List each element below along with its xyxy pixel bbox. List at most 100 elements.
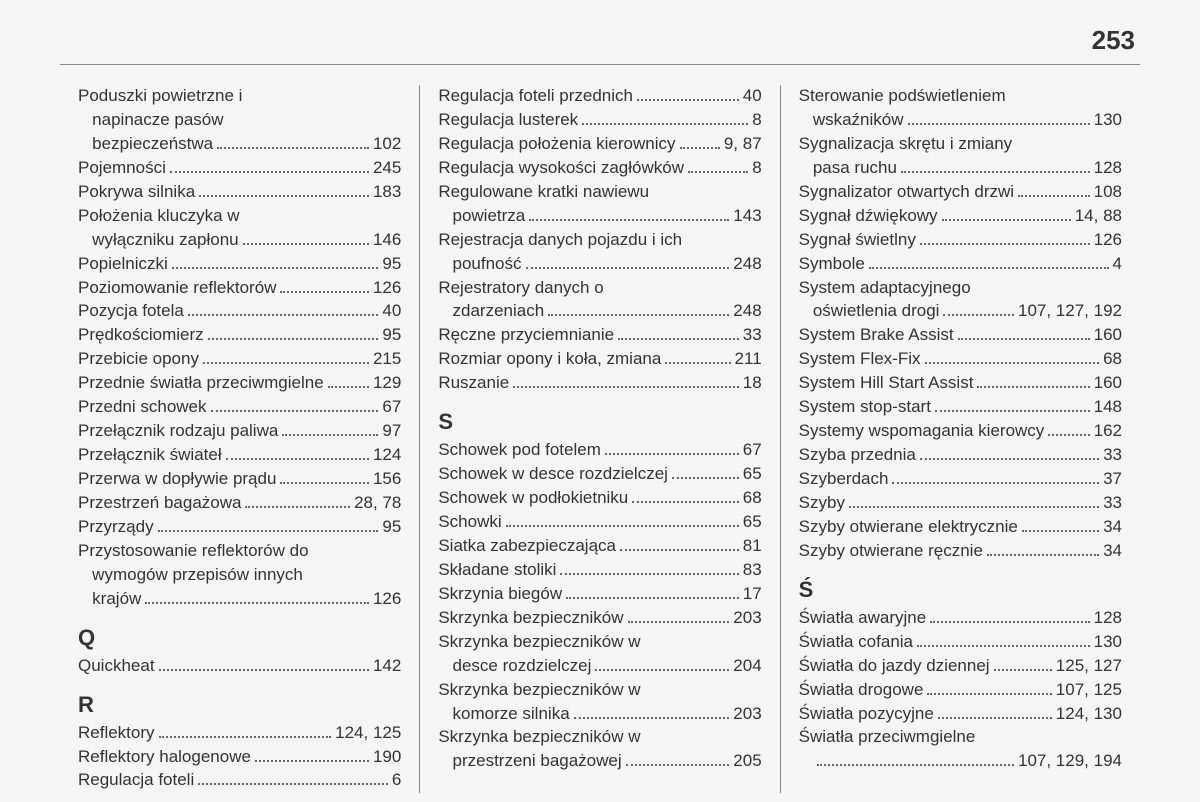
index-entry-label: Reflektory	[78, 722, 155, 745]
index-entry-page: 205	[733, 750, 761, 773]
leader-dots	[942, 219, 1071, 221]
index-entry: Przestrzeń bagażowa28, 78	[78, 492, 401, 515]
index-entry-page: 34	[1103, 540, 1122, 563]
index-entry-page: 40	[382, 300, 401, 323]
index-entry-label: Siatka zabezpieczająca	[438, 535, 616, 558]
index-entry-label: Regulacja położenia kierownicy	[438, 133, 675, 156]
page-number: 253	[60, 25, 1140, 56]
index-entry: Systemy wspomagania kierowcy162	[799, 420, 1122, 443]
index-entry-label: Rozmiar opony i koła, zmiana	[438, 348, 661, 371]
index-entry: Położenia kluczyka w	[78, 205, 401, 228]
index-entry: Regulacja foteli przednich40	[438, 85, 761, 108]
index-entry-label: Sygnał świetlny	[799, 229, 916, 252]
index-column: Poduszki powietrzne i napinacze pasów be…	[60, 85, 419, 793]
index-entry-page: 107, 125	[1056, 679, 1122, 702]
index-entry: System stop-start148	[799, 396, 1122, 419]
leader-dots	[159, 736, 332, 738]
index-entry-label: krajów	[78, 588, 141, 611]
index-entry-continuation: przestrzeni bagażowej205	[438, 750, 761, 773]
leader-dots	[595, 669, 729, 671]
leader-dots	[243, 243, 369, 245]
index-entry-page: 65	[743, 511, 762, 534]
leader-dots	[159, 669, 369, 671]
index-entry-page: 128	[1094, 607, 1122, 630]
index-entry-label: Światła do jazdy dziennej	[799, 655, 990, 678]
index-entry-page: 124, 125	[335, 722, 401, 745]
index-entry: Składane stoliki83	[438, 559, 761, 582]
index-entry: Sygnalizator otwartych drzwi108	[799, 181, 1122, 204]
index-entry-page: 125, 127	[1056, 655, 1122, 678]
index-entry-label: Quickheat	[78, 655, 155, 678]
index-entry-label: Światła awaryjne	[799, 607, 927, 630]
index-entry: Sygnalizacja skrętu i zmiany	[799, 133, 1122, 156]
index-entry-page: 95	[382, 516, 401, 539]
index-entry-page: 126	[373, 588, 401, 611]
index-entry-page: 126	[373, 277, 401, 300]
index-entry-label: Regulacja foteli przednich	[438, 85, 633, 108]
index-entry-label: Ręczne przyciemnianie	[438, 324, 614, 347]
index-entry: Schowek w podłokietniku68	[438, 487, 761, 510]
index-entry-label: Pokrywa silnika	[78, 181, 195, 204]
index-columns: Poduszki powietrzne i napinacze pasów be…	[60, 85, 1140, 793]
index-entry: Prędkościomierz 95	[78, 324, 401, 347]
index-entry-page: 67	[382, 396, 401, 419]
leader-dots	[626, 764, 730, 766]
index-entry-label: Składane stoliki	[438, 559, 556, 582]
index-entry-page: 204	[733, 655, 761, 678]
index-entry-label: System stop-start	[799, 396, 931, 419]
index-entry: Schowki65	[438, 511, 761, 534]
index-entry-label: Prędkościomierz	[78, 324, 204, 347]
index-entry-label: Skrzynka bezpieczników w	[438, 679, 640, 702]
index-entry-page: 107, 127, 192	[1018, 300, 1122, 323]
index-entry-label: Przestrzeń bagażowa	[78, 492, 241, 515]
leader-dots	[199, 195, 369, 197]
index-entry: Regulacja wysokości zagłówków8	[438, 157, 761, 180]
index-entry: Światła awaryjne 128	[799, 607, 1122, 630]
index-entry: Symbole4	[799, 253, 1122, 276]
index-entry-label: Skrzynka bezpieczników	[438, 607, 623, 630]
index-entry-label: Systemy wspomagania kierowcy	[799, 420, 1045, 443]
index-entry: Skrzynka bezpieczników w	[438, 679, 761, 702]
index-entry-page: 81	[743, 535, 762, 558]
leader-dots	[943, 314, 1014, 316]
index-entry: System Brake Assist 160	[799, 324, 1122, 347]
index-entry-continuation: oświetlenia drogi 107, 127, 192	[799, 300, 1122, 323]
index-entry-page: 97	[382, 420, 401, 443]
leader-dots	[1018, 195, 1090, 197]
index-entry-label: Przełącznik rodzaju paliwa	[78, 420, 278, 443]
index-entry-page: 33	[1103, 444, 1122, 467]
index-entry: Skrzynia biegów17	[438, 583, 761, 606]
section-header: S	[438, 409, 761, 435]
index-entry-label: Skrzynka bezpieczników w	[438, 726, 640, 749]
index-entry-page: 160	[1094, 372, 1122, 395]
leader-dots	[226, 458, 369, 460]
leader-dots	[935, 410, 1090, 412]
index-entry-page: 160	[1094, 324, 1122, 347]
index-entry-page: 95	[382, 324, 401, 347]
leader-dots	[920, 243, 1090, 245]
index-entry-label: pasa ruchu	[799, 157, 897, 180]
index-entry-continuation: krajów 126	[78, 588, 401, 611]
index-entry: Popielniczki95	[78, 253, 401, 276]
index-entry-label: Przednie światła przeciwmgielne	[78, 372, 324, 395]
index-entry-label: Regulacja lusterek	[438, 109, 578, 132]
leader-dots	[620, 549, 739, 551]
index-entry-label: System Brake Assist	[799, 324, 954, 347]
index-entry-label: oświetlenia drogi	[799, 300, 940, 323]
index-entry: Reflektory 124, 125	[78, 722, 401, 745]
index-entry-continuation: desce rozdzielczej204	[438, 655, 761, 678]
index-entry-label: Poduszki powietrzne i	[78, 85, 242, 108]
index-entry-label: Przełącznik świateł	[78, 444, 222, 467]
index-entry: Rozmiar opony i koła, zmiana211	[438, 348, 761, 371]
index-entry-label: Światła pozycyjne	[799, 703, 934, 726]
index-entry-page: 128	[1094, 157, 1122, 180]
index-entry-page: 9, 87	[724, 133, 762, 156]
index-entry: Regulacja foteli6	[78, 769, 401, 792]
leader-dots	[208, 338, 379, 340]
index-entry: Światła przeciwmgielne	[799, 726, 1122, 749]
index-entry-page: 107, 129, 194	[1018, 750, 1122, 773]
index-entry-continuation: wskaźników130	[799, 109, 1122, 132]
index-entry: Sygnał dźwiękowy14, 88	[799, 205, 1122, 228]
leader-dots	[211, 410, 379, 412]
index-entry-label: Szyby otwierane elektrycznie	[799, 516, 1018, 539]
